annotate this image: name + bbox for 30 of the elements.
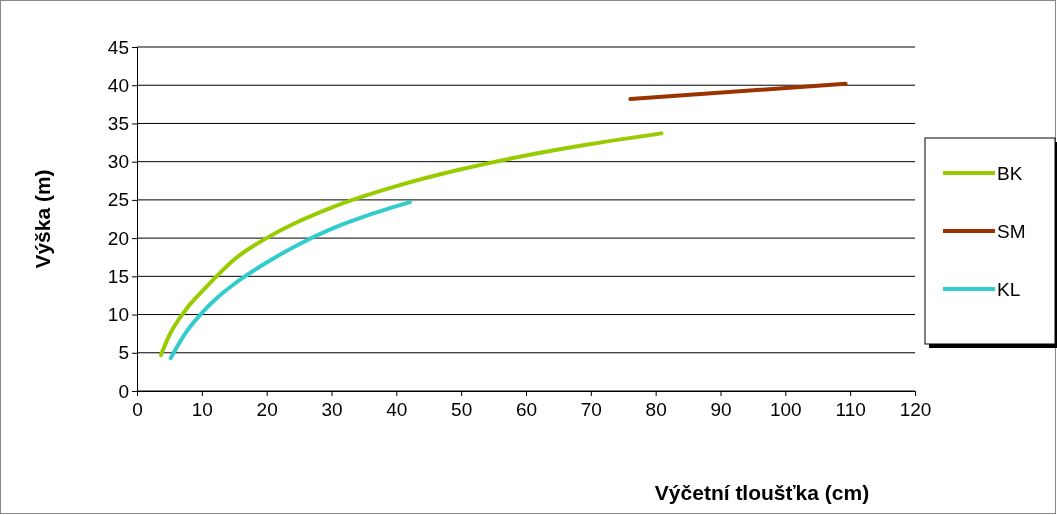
y-tick-label: 30 xyxy=(107,151,129,173)
y-tick-label: 20 xyxy=(107,227,129,249)
y-tick-label: 15 xyxy=(107,265,129,287)
x-tick-label: 110 xyxy=(835,399,866,421)
x-tick-label: 50 xyxy=(451,399,473,421)
y-tick-label: 45 xyxy=(107,36,129,58)
legend-label: SM xyxy=(997,221,1026,242)
x-tick-label: 60 xyxy=(515,399,538,421)
x-tick-label: 90 xyxy=(710,399,732,421)
y-tick-label: 5 xyxy=(118,342,129,364)
y-tick-label: 0 xyxy=(118,380,129,402)
x-tick-label: 100 xyxy=(769,399,802,421)
x-axis-title: Výčetní tloušťka (cm) xyxy=(654,481,870,504)
x-tick-label: 80 xyxy=(645,399,667,421)
x-tick-label: 20 xyxy=(256,399,278,421)
y-tick-label: 25 xyxy=(107,189,129,211)
legend-label: KL xyxy=(997,279,1021,300)
y-tick-label: 35 xyxy=(107,113,129,135)
y-tick-label: 40 xyxy=(107,74,129,96)
x-tick-label: 40 xyxy=(386,399,408,421)
line-series xyxy=(158,131,664,358)
y-tick-label: 10 xyxy=(107,304,129,326)
x-tick-label: 30 xyxy=(321,399,343,421)
line-series xyxy=(168,200,412,361)
x-tick-label: 0 xyxy=(132,399,143,421)
x-tick-label: 10 xyxy=(191,399,213,421)
x-tick-label: 120 xyxy=(899,399,932,421)
legend-label: BK xyxy=(997,163,1023,184)
y-axis-title: Výška (m) xyxy=(31,169,54,269)
x-tick-label: 70 xyxy=(580,399,602,421)
